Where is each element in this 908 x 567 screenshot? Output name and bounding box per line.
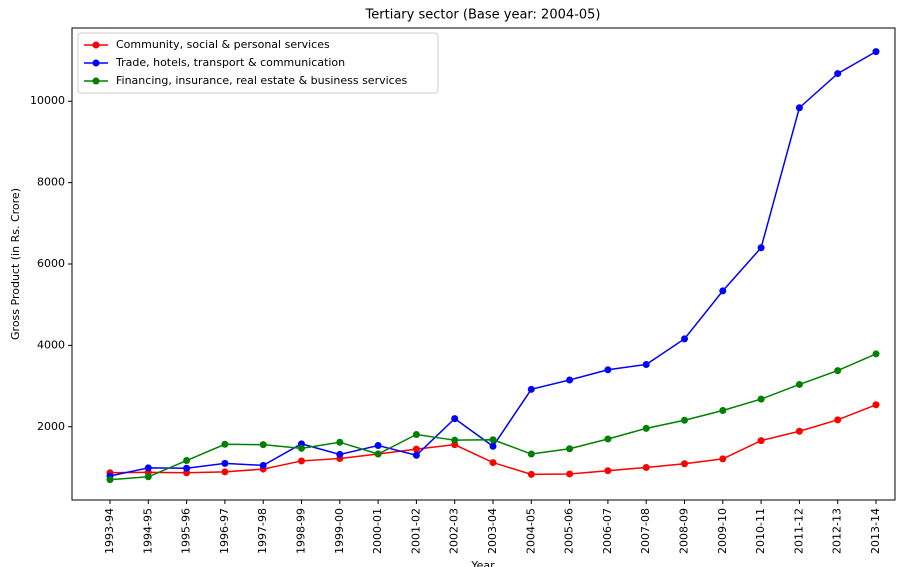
data-point <box>412 445 420 453</box>
data-point <box>527 385 535 393</box>
data-point <box>298 457 305 465</box>
legend-label: Trade, hotels, transport & communication <box>115 56 345 69</box>
data-point <box>527 470 535 478</box>
x-tick-label: 2010-11 <box>754 508 767 554</box>
data-point <box>451 436 459 444</box>
data-point <box>183 457 191 465</box>
data-point <box>834 70 842 78</box>
y-axis-label: Gross Product (in Rs. Crore) <box>9 188 22 340</box>
legend-label: Community, social & personal services <box>116 38 330 51</box>
legend-box <box>77 32 439 94</box>
data-point <box>566 376 574 384</box>
data-point <box>795 380 803 388</box>
data-point <box>834 367 842 375</box>
series-line <box>109 50 877 477</box>
data-point <box>527 450 535 458</box>
data-point <box>795 427 803 435</box>
data-point <box>259 461 267 469</box>
data-point <box>795 104 803 112</box>
x-tick-label: 1999-00 <box>333 508 346 554</box>
data-point <box>719 287 727 295</box>
x-tick-label: 2002-03 <box>448 508 461 554</box>
data-point <box>144 473 152 481</box>
data-point <box>489 436 497 444</box>
y-tick-label: 2000 <box>37 420 65 433</box>
x-tick-label: 2006-07 <box>601 508 614 554</box>
legend-label: Financing, insurance, real estate & busi… <box>116 74 407 87</box>
x-tick-label: 2012-13 <box>831 508 844 554</box>
data-point <box>374 441 382 449</box>
x-tick-label: 2000-01 <box>371 508 384 554</box>
data-point <box>681 335 688 343</box>
data-point <box>144 464 152 472</box>
x-tick-label: 2011-12 <box>792 508 805 554</box>
data-point <box>221 440 229 448</box>
x-tick-label: 2013-14 <box>869 508 882 554</box>
data-point <box>757 244 765 252</box>
x-tick-label: 1997-98 <box>256 508 269 554</box>
x-tick-label: 2001-02 <box>409 508 422 554</box>
x-tick-label: 2007-08 <box>639 508 652 554</box>
data-point <box>681 460 688 468</box>
legend-marker <box>92 77 100 85</box>
data-point <box>681 416 688 424</box>
data-point <box>106 476 114 484</box>
data-point <box>183 464 191 472</box>
y-tick-label: 6000 <box>37 257 65 270</box>
x-tick-label: 1996-97 <box>218 508 231 554</box>
y-tick-label: 8000 <box>37 176 65 189</box>
x-tick-label: 1993-94 <box>103 508 116 554</box>
legend-marker <box>92 41 100 49</box>
data-point <box>259 441 267 449</box>
data-point <box>757 437 765 445</box>
data-point <box>412 430 420 438</box>
data-point <box>834 416 842 424</box>
plot-frame <box>71 27 896 501</box>
legend-marker <box>92 59 100 67</box>
x-axis-label: Year <box>470 559 495 567</box>
data-point <box>374 450 382 458</box>
data-point <box>566 445 574 453</box>
data-point <box>872 401 880 409</box>
x-tick-label: 2008-09 <box>678 508 691 554</box>
x-tick-label: 2004-05 <box>524 508 537 554</box>
data-point <box>642 361 650 369</box>
data-point <box>451 415 459 423</box>
data-point <box>221 459 229 467</box>
data-point <box>757 395 765 403</box>
data-point <box>336 438 344 446</box>
data-point <box>221 468 229 476</box>
data-point <box>604 435 612 443</box>
data-point <box>489 459 497 467</box>
data-point <box>719 406 727 414</box>
x-tick-label: 1995-96 <box>180 508 193 554</box>
data-point <box>872 350 880 358</box>
data-point <box>642 463 650 471</box>
data-point <box>604 366 612 374</box>
x-tick-label: 2005-06 <box>563 508 576 554</box>
data-point <box>604 467 612 475</box>
x-tick-label: 2003-04 <box>486 508 499 554</box>
data-point <box>566 470 574 478</box>
x-tick-label: 1994-95 <box>141 508 154 554</box>
y-tick-label: 4000 <box>37 338 65 351</box>
data-point <box>872 48 880 56</box>
data-point <box>719 455 727 463</box>
data-point <box>336 450 344 458</box>
data-point <box>489 442 497 450</box>
data-point <box>298 444 305 452</box>
x-tick-label: 1998-99 <box>295 508 308 554</box>
y-tick-label: 10000 <box>30 94 65 107</box>
x-tick-label: 2009-10 <box>716 508 729 554</box>
chart-title: Tertiary sector (Base year: 2004-05) <box>365 8 601 23</box>
data-point <box>642 424 650 432</box>
data-point <box>412 451 420 459</box>
